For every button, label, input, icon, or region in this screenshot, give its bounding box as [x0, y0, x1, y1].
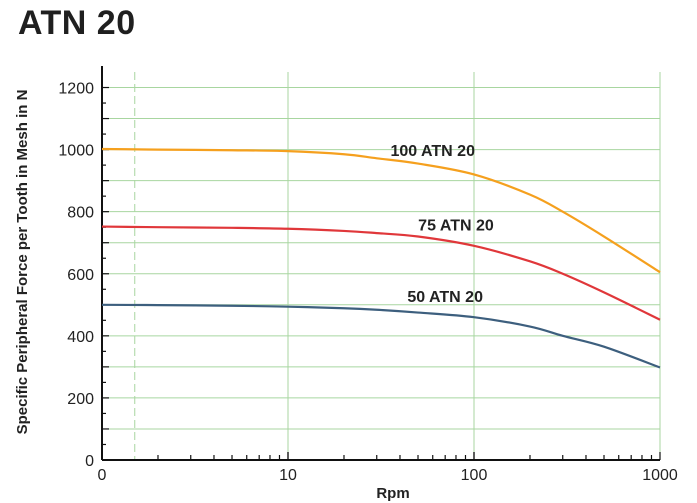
- x-tick-label: 100: [461, 467, 488, 484]
- series-lines: [101, 147, 661, 369]
- series-line: [101, 225, 661, 321]
- y-tick-label: 600: [67, 267, 94, 284]
- y-axis-title: Specific Peripheral Force per Tooth in M…: [14, 90, 31, 435]
- series-label: 50 ATN 20: [407, 289, 483, 306]
- x-tick-label: 1000: [642, 467, 678, 484]
- y-tick-label: 800: [67, 205, 94, 222]
- x-axis-title: Rpm: [376, 485, 409, 502]
- y-tick-label: 400: [67, 329, 94, 346]
- series-line: [101, 303, 661, 369]
- chart-title: ATN 20: [18, 4, 136, 42]
- y-tick-label: 200: [67, 391, 94, 408]
- grid: [102, 72, 661, 460]
- axes: [101, 66, 661, 461]
- series-line: [101, 147, 661, 274]
- y-tick-label: 0: [85, 453, 94, 470]
- y-tick-label: 1000: [58, 143, 94, 160]
- series-label: 100 ATN 20: [390, 143, 475, 160]
- tick-labels: 0 200 400 600 800 1000 1200 0 10 100 1000: [58, 81, 677, 484]
- series-label: 75 ATN 20: [418, 218, 494, 235]
- series-labels: 100 ATN 20 75 ATN 20 50 ATN 20: [390, 143, 493, 306]
- y-tick-label: 1200: [58, 81, 94, 98]
- x-tick-label: 10: [279, 467, 297, 484]
- x-tick-label: 0: [98, 467, 107, 484]
